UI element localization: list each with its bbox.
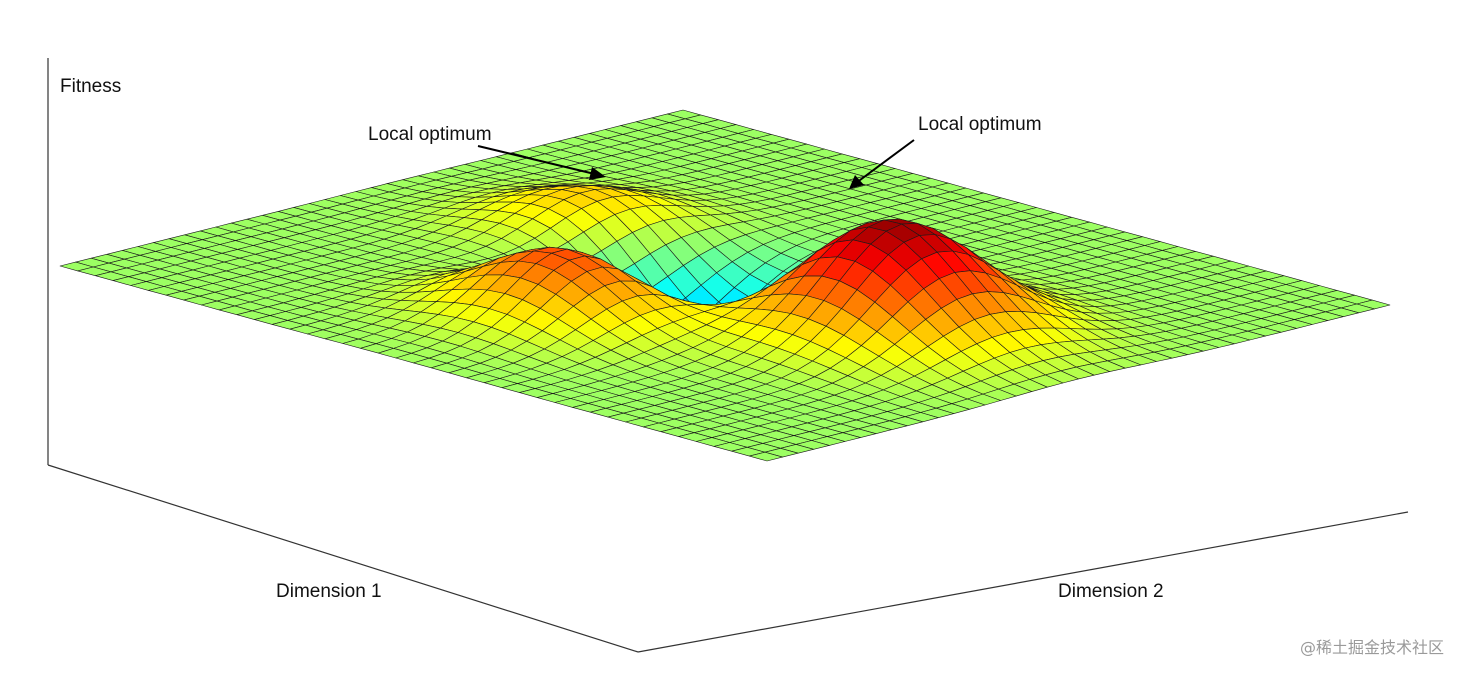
annotation-arrow: [477, 145, 604, 177]
axis-box: [47, 58, 1409, 653]
annotation-arrow: [851, 139, 915, 187]
annotation-label: Local optimum: [918, 114, 1042, 135]
arrowhead-icon: [589, 167, 606, 180]
z-axis-label: Fitness: [60, 76, 121, 97]
surface-mesh: [59, 109, 1391, 462]
arrowhead-icon: [849, 175, 864, 189]
watermark: @稀土掘金技术社区: [1300, 638, 1444, 657]
annotation-local-optimum-2: Local optimum: [849, 114, 1042, 189]
surface-facet: [748, 451, 783, 462]
annotation-local-optimum-1: Local optimum: [368, 124, 606, 180]
y-axis-line: [637, 511, 1409, 653]
y-axis-label: Dimension 2: [1058, 581, 1164, 602]
x-axis-label: Dimension 1: [276, 581, 382, 602]
annotation-label: Local optimum: [368, 124, 492, 145]
x-axis-line: [47, 464, 639, 653]
